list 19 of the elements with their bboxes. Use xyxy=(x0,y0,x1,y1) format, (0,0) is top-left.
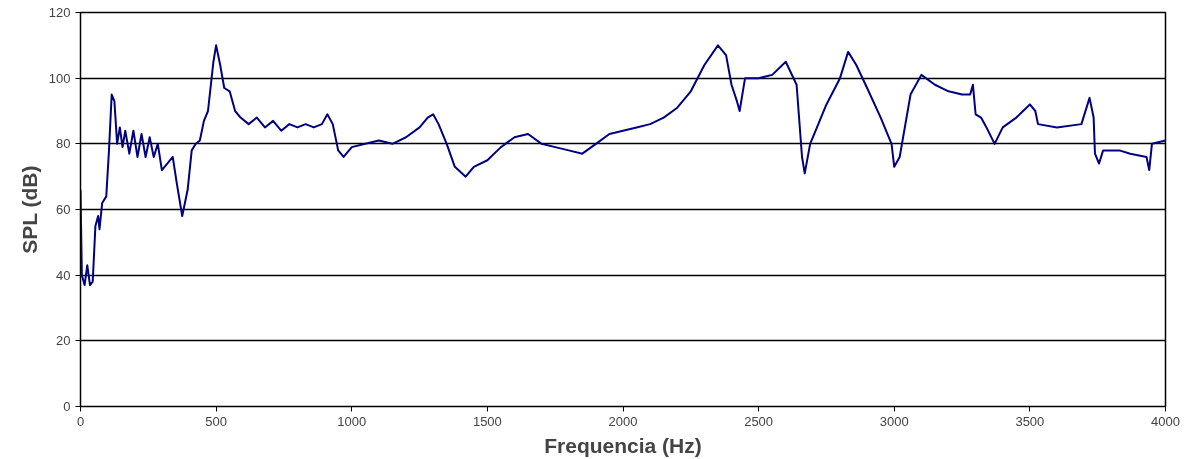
x-tick-label: 3500 xyxy=(1015,413,1045,429)
x-tick-label: 2000 xyxy=(608,413,638,429)
x-tick-label: 2500 xyxy=(744,413,774,429)
y-tick-label: 0 xyxy=(63,399,71,414)
x-tick-label: 0 xyxy=(76,413,85,429)
y-tick-label: 80 xyxy=(56,136,71,152)
y-tick-label: 40 xyxy=(56,267,71,283)
y-tick-label: 20 xyxy=(56,333,71,349)
x-tick-label: 4000 xyxy=(1151,413,1180,429)
x-tick-label: 1000 xyxy=(337,413,367,429)
y-tick-label: 120 xyxy=(48,5,71,20)
x-tick-label: 1500 xyxy=(472,413,502,429)
y-tick-label: 100 xyxy=(48,70,71,86)
x-axis-title: Frequencia (Hz) xyxy=(544,433,702,457)
x-tick-label: 500 xyxy=(205,413,227,429)
line-series xyxy=(80,44,1166,287)
x-tick-label: 3000 xyxy=(879,413,909,429)
y-axis-title: SPL (dB) xyxy=(17,165,41,254)
y-tick-label: 60 xyxy=(56,202,71,217)
